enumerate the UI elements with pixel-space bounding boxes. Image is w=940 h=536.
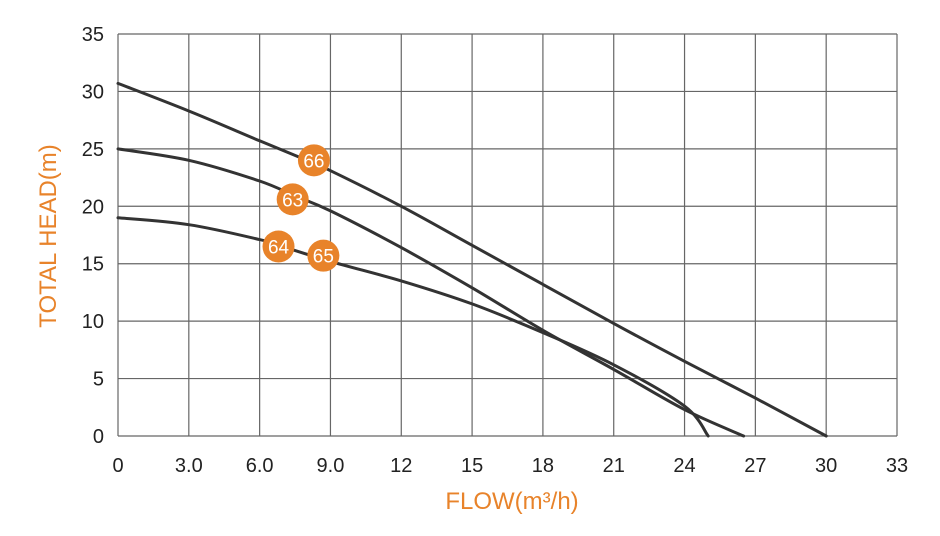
y-axis-ticks: 0 5 10 15 20 25 30 35: [82, 24, 104, 448]
x-tick-label: 6.0: [246, 455, 274, 477]
x-axis-ticks: 0 3.0 6.0 9.0 12 15 18 21 24 27 30 33: [112, 455, 908, 477]
x-tick-label: 12: [390, 455, 412, 477]
y-axis-label: TOTAL HEAD(m): [35, 144, 62, 328]
y-tick-label: 20: [82, 196, 104, 218]
x-tick-label: 0: [112, 455, 123, 477]
curves: [116, 81, 828, 438]
x-tick-label: 9.0: [317, 455, 345, 477]
y-tick-label: 35: [82, 24, 104, 46]
curve-badge-66: 66: [297, 144, 330, 177]
badge-circle: [276, 183, 309, 216]
y-tick-label: 5: [93, 369, 104, 391]
series-line-1: [116, 81, 828, 438]
x-tick-label: 21: [603, 455, 625, 477]
badge-label: 66: [303, 151, 324, 172]
curve-badge-64: 64: [262, 230, 295, 263]
badge-label: 63: [282, 190, 303, 211]
x-tick-label: 15: [461, 455, 483, 477]
y-tick-label: 0: [93, 426, 104, 448]
y-tick-label: 25: [82, 139, 104, 161]
y-tick-label: 10: [82, 311, 104, 333]
y-tick-label: 15: [82, 254, 104, 276]
curve-badge-65: 65: [307, 239, 340, 272]
x-tick-label: 24: [673, 455, 695, 477]
x-tick-label: 18: [532, 455, 554, 477]
badge-circle: [262, 230, 295, 263]
badge-circle: [307, 239, 340, 272]
badge-label: 65: [313, 247, 334, 268]
x-tick-label: 3.0: [175, 455, 203, 477]
series-line-2: [116, 147, 746, 438]
badge-label: 64: [268, 237, 290, 258]
x-axis-label: FLOW(m³/h): [445, 488, 578, 515]
series-line-3: [116, 216, 710, 438]
x-tick-label: 33: [886, 455, 908, 477]
x-tick-label: 30: [815, 455, 837, 477]
curve-badge-63: 63: [276, 183, 309, 216]
badge-circle: [297, 144, 330, 177]
y-tick-label: 30: [82, 81, 104, 103]
grid: [117, 33, 898, 437]
x-tick-label: 27: [744, 455, 766, 477]
